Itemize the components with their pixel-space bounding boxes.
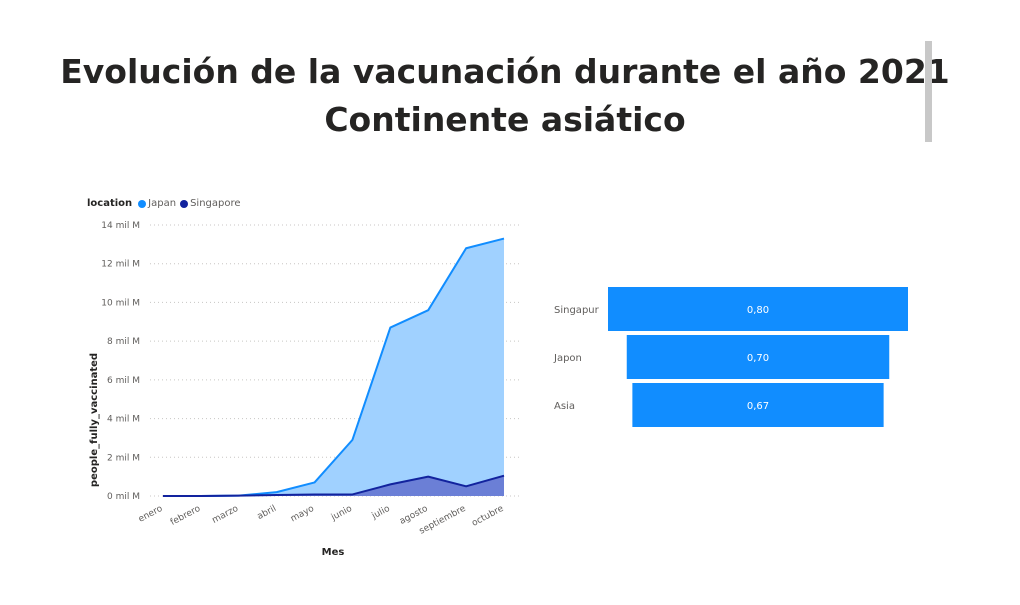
x-axis-label: Mes xyxy=(322,547,345,558)
legend-item-japan[interactable]: Japan xyxy=(138,198,176,209)
title-line-2: Continente asiático xyxy=(324,100,686,139)
funnel-bar[interactable] xyxy=(608,287,908,331)
series-line-singapore[interactable] xyxy=(163,474,505,497)
x-tick-label: mayo xyxy=(289,504,316,525)
point-japan[interactable] xyxy=(388,326,392,330)
funnel-value-label: 0,67 xyxy=(747,401,769,412)
funnel-value-label: 0,80 xyxy=(747,305,769,316)
point-singapore[interactable] xyxy=(464,484,468,488)
point-singapore[interactable] xyxy=(350,492,354,496)
area-layer xyxy=(161,237,506,498)
point-singapore[interactable] xyxy=(502,474,506,478)
legend-japan-label: Japan xyxy=(148,198,177,209)
x-tick-label: febrero xyxy=(169,504,203,528)
page-title: Evolución de la vacunación durante el añ… xyxy=(60,48,950,144)
x-tick-label: octubre xyxy=(470,504,506,529)
funnel-value-label: 0,70 xyxy=(747,353,769,364)
point-singapore[interactable] xyxy=(199,494,203,498)
point-singapore[interactable] xyxy=(313,492,317,496)
x-tick-label: julio xyxy=(370,504,393,522)
y-tick-label: 0 mil M xyxy=(107,492,140,502)
chart-legend: location Japan Singapore xyxy=(87,198,245,209)
x-tick-label: marzo xyxy=(211,504,241,526)
funnel-bar[interactable] xyxy=(632,383,884,427)
x-tick-label: abril xyxy=(256,504,278,522)
legend-title: location xyxy=(87,198,133,209)
funnel-chart: Singapur 0,80 Japon 0,70 Asia 0,67 xyxy=(553,287,908,427)
funnel-category-label: Singapur xyxy=(554,305,600,316)
area-japan xyxy=(163,238,504,497)
point-japan[interactable] xyxy=(426,308,430,312)
point-singapore[interactable] xyxy=(388,482,392,486)
y-tick-label: 12 mil M xyxy=(101,260,140,270)
y-tick-label: 6 mil M xyxy=(107,376,140,386)
area-chart: 0 mil M 2 mil M 4 mil M 6 mil M 8 mil M 10 mi… xyxy=(89,221,520,558)
x-tick-labels: enero febrero marzo abril mayo junio julio agos… xyxy=(137,504,506,537)
funnel-bar[interactable] xyxy=(626,335,890,379)
funnel-category-label: Asia xyxy=(554,401,575,412)
point-japan[interactable] xyxy=(350,438,354,442)
y-tick-labels: 0 mil M 2 mil M 4 mil M 6 mil M 8 mil M 10 mi… xyxy=(101,221,140,502)
point-singapore[interactable] xyxy=(275,493,279,497)
y-tick-label: 14 mil M xyxy=(101,221,140,231)
legend-japan-swatch xyxy=(138,199,147,208)
legend-item-singapore[interactable]: Singapore xyxy=(180,198,241,209)
area-singapore xyxy=(163,475,504,496)
y-axis-label: people_fully_vaccinated xyxy=(89,353,100,487)
x-tick-label: junio xyxy=(329,504,354,524)
y-tick-label: 10 mil M xyxy=(101,298,140,308)
point-japan[interactable] xyxy=(313,480,317,484)
funnel-bars: Singapur 0,80 Japon 0,70 Asia 0,67 xyxy=(553,287,908,427)
y-tick-label: 4 mil M xyxy=(107,415,140,425)
title-line-1: Evolución de la vacunación durante el añ… xyxy=(60,52,950,91)
point-singapore[interactable] xyxy=(426,475,430,479)
point-singapore[interactable] xyxy=(161,494,165,498)
y-tick-label: 8 mil M xyxy=(107,337,140,347)
scrollbar[interactable] xyxy=(925,41,932,142)
funnel-category-label: Japon xyxy=(553,353,582,364)
point-japan[interactable] xyxy=(464,246,468,250)
legend-singapore-swatch xyxy=(180,199,189,208)
y-tick-label: 2 mil M xyxy=(107,453,140,463)
legend-singapore-label: Singapore xyxy=(190,198,241,209)
point-japan[interactable] xyxy=(502,237,506,241)
x-tick-label: enero xyxy=(137,504,165,525)
point-singapore[interactable] xyxy=(237,494,241,498)
